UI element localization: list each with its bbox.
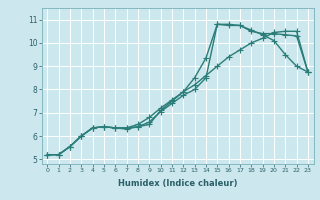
X-axis label: Humidex (Indice chaleur): Humidex (Indice chaleur) (118, 179, 237, 188)
